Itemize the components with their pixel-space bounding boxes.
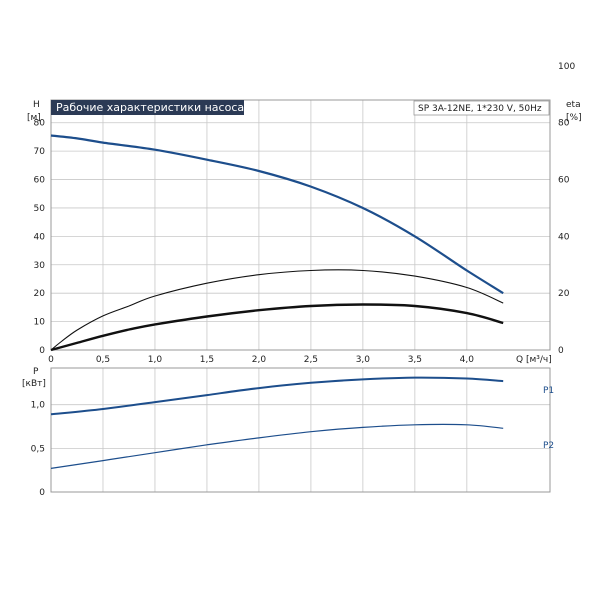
x-axis-label: Q [м³/ч] xyxy=(516,355,552,365)
y-axis-label: H xyxy=(33,100,40,110)
p1-power-curve xyxy=(50,376,504,416)
top-panel: 0 0,5 1,0 1,5 2,0 2,5 3,0 3,5 4,0 0 10 20 30 40 50 60 70… xyxy=(27,62,582,365)
y-tick-label: 0 xyxy=(39,346,45,356)
power-tick-label: 0 xyxy=(39,488,45,498)
y-tick-label: 30 xyxy=(34,261,46,271)
y-tick-label: 70 xyxy=(34,147,46,157)
y-tick-label: 10 xyxy=(34,318,46,328)
bottom-panel: 0 0,5 1,0 P [кВт] P1 P2 xyxy=(22,367,554,498)
y-tick-label: 60 xyxy=(34,176,46,186)
efficiency-curve xyxy=(50,269,504,351)
series-label-p2: P2 xyxy=(543,441,554,451)
bottom-grid xyxy=(51,368,550,492)
bottom-tick-labels: 0 0,5 1,0 xyxy=(31,401,46,498)
power-axis-unit: [кВт] xyxy=(22,379,46,389)
x-tick-label: 2,5 xyxy=(304,355,318,365)
y2-tick-label: 100 xyxy=(558,62,575,72)
y-tick-label: 50 xyxy=(34,204,46,214)
chart-title: Рабочие характеристики насоса xyxy=(56,101,244,114)
chart-subtitle: SP 3A-12NE, 1*230 V, 50Hz xyxy=(418,104,542,114)
x-tick-label: 0 xyxy=(48,355,54,365)
y2-tick-label: 20 xyxy=(558,289,570,299)
x-tick-label: 4,0 xyxy=(460,355,475,365)
y-tick-label: 40 xyxy=(34,232,46,242)
top-grid xyxy=(51,100,550,350)
power-tick-label: 1,0 xyxy=(31,401,46,411)
top-plot-frame xyxy=(50,99,551,351)
bottom-series xyxy=(50,376,504,469)
chart-title-background xyxy=(51,100,244,115)
y2-tick-label: 0 xyxy=(558,346,564,356)
p2-power-curve xyxy=(50,423,504,469)
head-curve xyxy=(50,134,504,295)
power-axis-label: P xyxy=(33,367,39,377)
top-series xyxy=(50,134,504,352)
x-tick-label: 1,5 xyxy=(200,355,214,365)
y-tick-label: 20 xyxy=(34,289,46,299)
x-tick-label: 3,5 xyxy=(408,355,422,365)
x-tick-label: 1,0 xyxy=(148,355,163,365)
bottom-plot-frame xyxy=(50,367,551,493)
subtitle-box xyxy=(413,100,550,116)
x-tick-label: 0,5 xyxy=(96,355,110,365)
y2-tick-label: 80 xyxy=(558,119,570,129)
x-tick-label: 3,0 xyxy=(356,355,371,365)
y2-tick-label: 60 xyxy=(558,176,570,186)
top-tick-labels: 0 0,5 1,0 1,5 2,0 2,5 3,0 3,5 4,0 0 10 20 30 40 50 60 70… xyxy=(34,62,576,365)
power-tick-label: 0,5 xyxy=(31,444,45,454)
y-tick-label: 80 xyxy=(34,119,46,129)
pump-efficiency-curve xyxy=(50,303,504,352)
series-label-p1: P1 xyxy=(543,386,554,396)
y-axis-unit: [м] xyxy=(27,113,41,123)
y2-axis-unit: [%] xyxy=(566,113,582,123)
x-tick-label: 2,0 xyxy=(252,355,267,365)
y2-axis-label: eta xyxy=(566,100,581,110)
y2-tick-label: 40 xyxy=(558,232,570,242)
